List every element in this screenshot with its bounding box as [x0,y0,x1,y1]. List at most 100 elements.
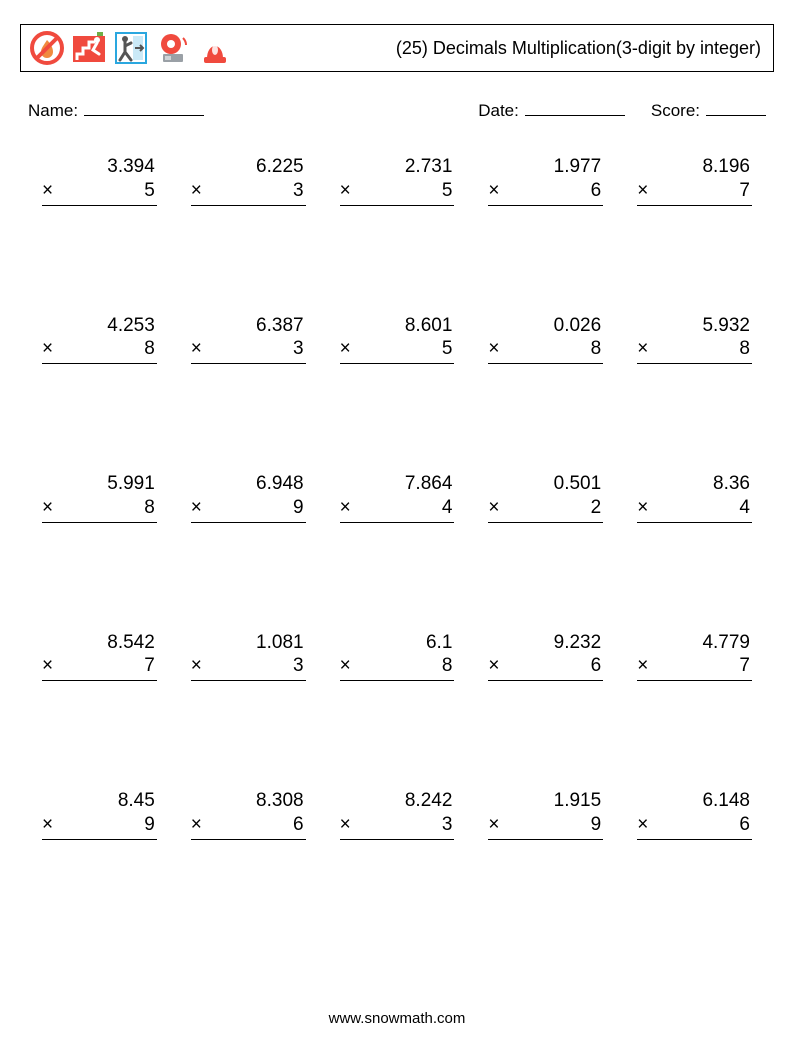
operator: × [191,654,213,678]
multiplier: 8 [64,496,157,520]
name-label: Name: [28,101,78,121]
multiplicand-row: 6.387 [191,314,306,338]
worksheet-page: (25) Decimals Multiplication(3-digit by … [0,0,794,1053]
operator: × [488,813,510,837]
multiplicand-row: 1.081 [191,631,306,655]
multiplier-row: ×7 [637,179,752,203]
multiplier-row: ×6 [637,813,752,837]
multiplicand: 8.36 [659,472,752,496]
multiplicand: 8.45 [64,789,157,813]
problem: 6.148×6 [637,789,752,840]
multiplier-row: ×7 [42,654,157,678]
operator: × [42,496,64,520]
operator: × [637,337,659,361]
spacer [191,631,213,655]
operator: × [191,337,213,361]
answer-rule [191,839,306,840]
answer-rule [488,680,603,681]
spacer [191,472,213,496]
answer-rule [191,522,306,523]
multiplier: 9 [213,496,306,520]
stairs-exit-icon [71,30,107,66]
problem: 6.387×3 [191,314,306,365]
multiplicand-row: 5.991 [42,472,157,496]
multiplicand-row: 0.026 [488,314,603,338]
multiplier: 6 [659,813,752,837]
spacer [488,631,510,655]
answer-rule [42,522,157,523]
answer-rule [340,522,455,523]
operator: × [488,654,510,678]
multiplicand: 3.394 [64,155,157,179]
operator: × [637,813,659,837]
multiplier-row: ×6 [191,813,306,837]
multiplier-row: ×5 [340,337,455,361]
multiplicand-row: 6.948 [191,472,306,496]
multiplicand-row: 9.232 [488,631,603,655]
spacer [340,155,362,179]
header-box: (25) Decimals Multiplication(3-digit by … [20,24,774,72]
multiplier-row: ×9 [488,813,603,837]
problem: 8.542×7 [42,631,157,682]
info-right: Date: Score: [478,98,766,121]
multiplier-row: ×3 [191,179,306,203]
problem: 0.026×8 [488,314,603,365]
answer-rule [488,839,603,840]
answer-rule [637,522,752,523]
multiplicand-row: 8.601 [340,314,455,338]
problem: 8.308×6 [191,789,306,840]
answer-rule [191,363,306,364]
multiplier: 7 [659,179,752,203]
multiplier: 6 [510,654,603,678]
info-row: Name: Date: Score: [28,98,766,121]
answer-rule [488,363,603,364]
header-icons [29,30,233,66]
operator: × [340,337,362,361]
emergency-exit-door-icon [113,30,149,66]
multiplicand: 8.242 [362,789,455,813]
multiplier: 6 [510,179,603,203]
operator: × [340,496,362,520]
operator: × [191,496,213,520]
spacer [42,631,64,655]
answer-rule [42,363,157,364]
multiplier-row: ×8 [637,337,752,361]
operator: × [340,654,362,678]
multiplicand: 5.991 [64,472,157,496]
problem: 8.45×9 [42,789,157,840]
multiplicand-row: 8.196 [637,155,752,179]
multiplicand: 6.387 [213,314,306,338]
multiplier: 4 [362,496,455,520]
operator: × [340,813,362,837]
operator: × [488,179,510,203]
problem: 7.864×4 [340,472,455,523]
spacer [191,789,213,813]
spacer [42,155,64,179]
answer-rule [488,205,603,206]
operator: × [42,179,64,203]
problem: 8.196×7 [637,155,752,206]
multiplicand-row: 5.932 [637,314,752,338]
score-blank[interactable] [706,98,766,116]
multiplicand-row: 8.542 [42,631,157,655]
spacer [42,789,64,813]
multiplicand: 7.864 [362,472,455,496]
alarm-light-icon [197,30,233,66]
multiplier: 9 [510,813,603,837]
multiplier: 5 [362,179,455,203]
operator: × [42,337,64,361]
problem: 8.601×5 [340,314,455,365]
spacer [191,155,213,179]
answer-rule [637,205,752,206]
operator: × [340,179,362,203]
multiplicand: 6.148 [659,789,752,813]
multiplicand: 0.026 [510,314,603,338]
name-blank[interactable] [84,98,204,116]
spacer [488,472,510,496]
problem: 5.991×8 [42,472,157,523]
multiplier-row: ×4 [637,496,752,520]
date-blank[interactable] [525,98,625,116]
multiplicand: 1.977 [510,155,603,179]
problem: 3.394×5 [42,155,157,206]
multiplicand: 8.601 [362,314,455,338]
